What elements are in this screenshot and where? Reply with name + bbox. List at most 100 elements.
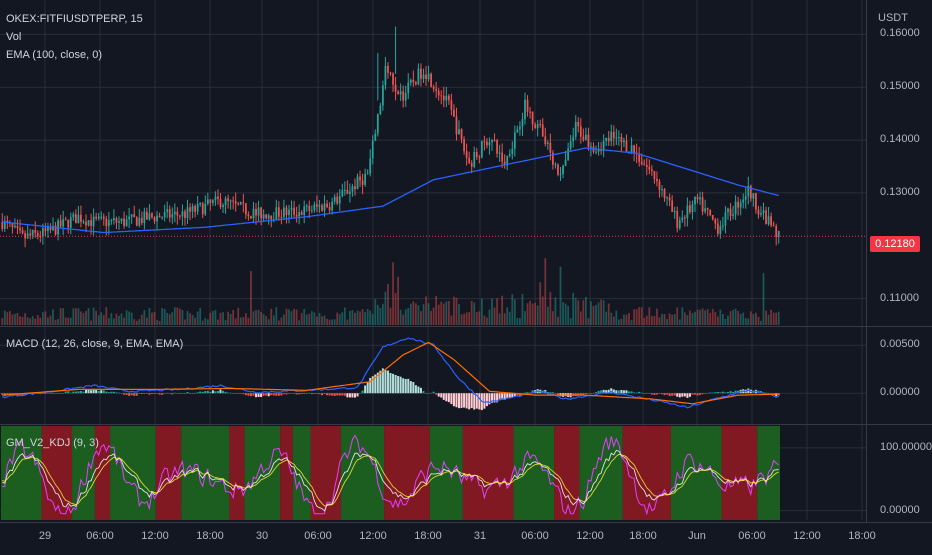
volume-bar	[29, 318, 32, 325]
candle-body	[559, 173, 562, 175]
macd-histogram-bar	[117, 392, 121, 394]
volume-bar	[265, 316, 268, 325]
volume-bar	[425, 296, 427, 325]
volume-bar	[270, 308, 273, 325]
volume-bar	[696, 309, 699, 325]
macd-histogram-bar	[693, 393, 697, 395]
macd-histogram-bar	[204, 391, 207, 394]
volume-bar	[727, 315, 729, 325]
macd-histogram-bar	[158, 393, 161, 395]
ema-indicator-label[interactable]: EMA (100, close, 0)	[6, 49, 102, 61]
candle-body	[24, 233, 26, 239]
macd-histogram-bar	[338, 393, 341, 396]
candle-body	[74, 214, 77, 224]
macd-histogram-bar	[473, 393, 476, 410]
macd-histogram-bar	[397, 375, 400, 394]
candle-body	[318, 205, 321, 207]
volume-bar	[222, 312, 224, 325]
volume-bar	[47, 317, 49, 325]
volume-bar	[163, 309, 166, 325]
candle-body	[351, 186, 354, 192]
kdj-band	[229, 426, 245, 520]
volume-bars	[1, 258, 780, 325]
candle-body	[450, 100, 453, 110]
macd-histogram-bar	[501, 393, 504, 400]
volume-bar	[181, 309, 184, 325]
candle-body	[196, 203, 199, 212]
volume-bar	[480, 298, 483, 325]
volume-bar	[250, 270, 252, 325]
candle-body	[85, 221, 87, 226]
volume-bar	[777, 311, 780, 325]
macd-histogram-bar	[658, 393, 661, 394]
macd-histogram-bar	[323, 393, 326, 394]
volume-bar	[430, 310, 432, 325]
volume-bar	[615, 310, 618, 325]
macd-histogram-bar	[59, 393, 62, 394]
macd-histogram-bar	[711, 392, 714, 394]
macd-histogram-bar	[592, 393, 595, 394]
macd-histogram-bar	[49, 393, 52, 394]
volume-bar	[323, 315, 326, 325]
volume-bar	[110, 313, 113, 325]
volume-bar	[440, 301, 443, 325]
macd-histogram-bar	[645, 393, 648, 394]
macd-histogram-bar	[726, 392, 729, 394]
candle-body	[557, 164, 559, 175]
volume-bar	[11, 314, 14, 325]
macd-histogram-bar	[72, 391, 75, 394]
candle-body	[346, 189, 349, 194]
candle-body	[727, 208, 729, 213]
volume-bar	[757, 316, 760, 325]
volume-bar	[1, 318, 4, 325]
volume-bar	[54, 319, 57, 325]
candle-body	[31, 230, 34, 236]
macd-histogram-bar	[503, 393, 506, 401]
volume-bar	[341, 312, 344, 325]
macd-histogram-bar	[688, 393, 691, 397]
volume-bar	[389, 307, 392, 325]
volume-bar	[80, 311, 82, 325]
candle-body	[752, 193, 755, 199]
macd-histogram-bar	[107, 392, 110, 394]
candle-body	[260, 207, 262, 219]
candle-body	[404, 93, 407, 101]
candle-body	[737, 201, 740, 208]
candle-body	[643, 164, 646, 166]
candle-body	[44, 228, 47, 232]
candle-body	[323, 203, 326, 211]
candle-body	[493, 140, 496, 142]
volume-bar	[288, 309, 290, 325]
volume-bar	[217, 319, 219, 325]
candle-body	[16, 226, 19, 229]
volume-bar	[184, 319, 186, 325]
macd-histogram-bar	[447, 393, 450, 403]
candle-body	[217, 196, 219, 200]
volume-bar	[381, 303, 384, 325]
volume-bar	[257, 309, 260, 325]
volume-bar	[513, 299, 516, 325]
macd-histogram-bar	[183, 393, 186, 394]
macd-histogram-bar	[452, 393, 455, 407]
volume-bar	[41, 312, 44, 325]
candle-body	[584, 134, 587, 140]
candle-body	[62, 219, 65, 227]
volume-bar	[706, 309, 709, 325]
macd-histogram-bar	[440, 393, 443, 398]
volume-bar	[310, 311, 313, 325]
volume-bar	[526, 303, 529, 325]
kdj-indicator-label[interactable]: GM_V2_KDJ (9, 3)	[6, 437, 99, 449]
candle-body	[661, 189, 663, 191]
volume-bar	[648, 307, 651, 325]
macd-histogram-bar	[351, 393, 354, 398]
macd-histogram-bar	[673, 393, 676, 396]
macd-histogram-bar	[341, 393, 344, 396]
macd-histogram-bar	[384, 370, 387, 394]
macd-indicator-label[interactable]: MACD (12, 26, close, 9, EMA, EMA)	[6, 338, 184, 350]
candle-body	[676, 211, 679, 229]
candle-body	[275, 207, 278, 220]
vol-indicator-label[interactable]: Vol	[6, 31, 22, 43]
volume-bar	[724, 318, 727, 325]
